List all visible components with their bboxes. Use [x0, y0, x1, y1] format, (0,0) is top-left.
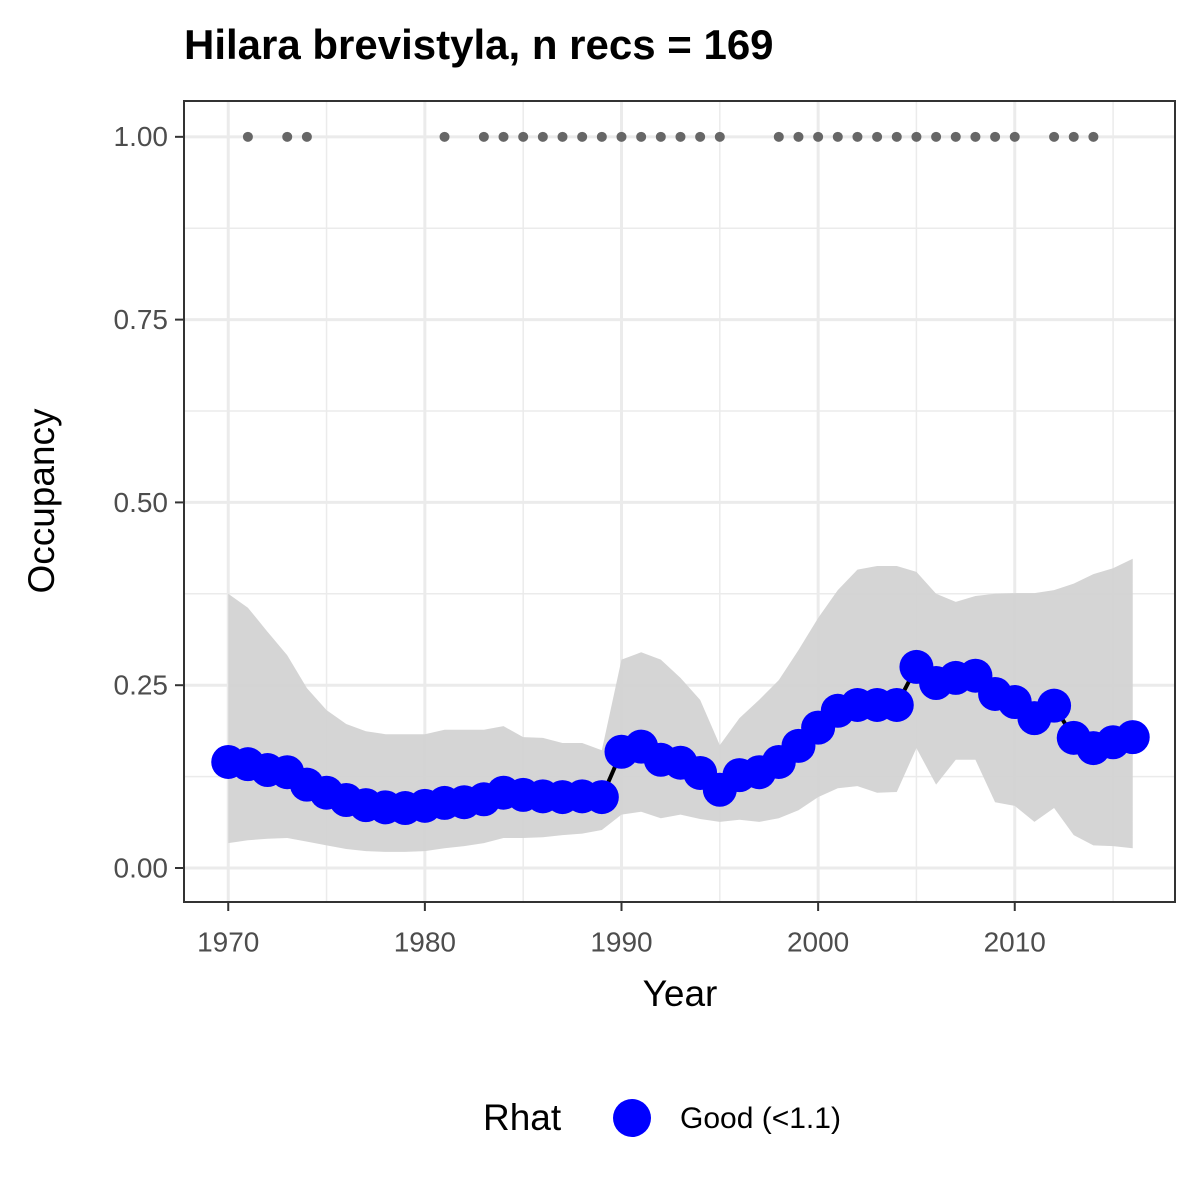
detection-point [1009, 131, 1020, 142]
detection-point [852, 131, 863, 142]
y-tick-label: 0.75 [114, 304, 169, 335]
plot-area [211, 131, 1150, 852]
x-axis-label: Year [643, 973, 718, 1014]
detection-point [282, 131, 293, 142]
detection-point [577, 131, 588, 142]
detection-point [773, 131, 784, 142]
y-axis-label: Occupancy [21, 408, 62, 594]
occupancy-point [879, 687, 914, 722]
detection-point [596, 131, 607, 142]
legend-key [613, 1099, 651, 1137]
detection-point [478, 131, 489, 142]
detection-point [990, 131, 1001, 142]
detection-point [891, 131, 902, 142]
detection-point [537, 131, 548, 142]
detection-point [813, 131, 824, 142]
y-tick-label: 0.00 [114, 852, 169, 883]
detection-point [242, 131, 253, 142]
occupancy-point [584, 780, 619, 815]
legend-title: Rhat [483, 1097, 562, 1138]
detection-point [1068, 131, 1079, 142]
x-tick-label: 1990 [590, 926, 652, 957]
x-tick-label: 2000 [787, 926, 849, 957]
detection-point [439, 131, 450, 142]
y-tick-label: 1.00 [114, 121, 169, 152]
occupancy-point [1037, 688, 1072, 723]
detection-point [557, 131, 568, 142]
legend-label: Good (<1.1) [680, 1102, 841, 1135]
detection-point [1049, 131, 1060, 142]
detection-point [695, 131, 706, 142]
y-tick-label: 0.25 [114, 670, 169, 701]
detection-point [616, 131, 627, 142]
detection-point [498, 131, 509, 142]
x-tick-label: 2010 [984, 926, 1046, 957]
detection-point [911, 131, 922, 142]
detection-point [832, 131, 843, 142]
detection-point [1088, 131, 1099, 142]
confidence-ribbon [228, 558, 1133, 852]
detection-point [636, 131, 647, 142]
detection-point [793, 131, 804, 142]
detection-point [714, 131, 725, 142]
x-tick-label: 1980 [394, 926, 456, 957]
detection-point [872, 131, 883, 142]
detection-point [655, 131, 666, 142]
detection-point [970, 131, 981, 142]
chart-title: Hilara brevistyla, n recs = 169 [184, 21, 774, 68]
occupancy-point [1115, 720, 1150, 755]
detection-point [931, 131, 942, 142]
x-tick-label: 1970 [197, 926, 259, 957]
detection-point [518, 131, 529, 142]
detection-point [950, 131, 961, 142]
detection-point [301, 131, 312, 142]
y-tick-label: 0.50 [114, 487, 169, 518]
detection-point [675, 131, 686, 142]
